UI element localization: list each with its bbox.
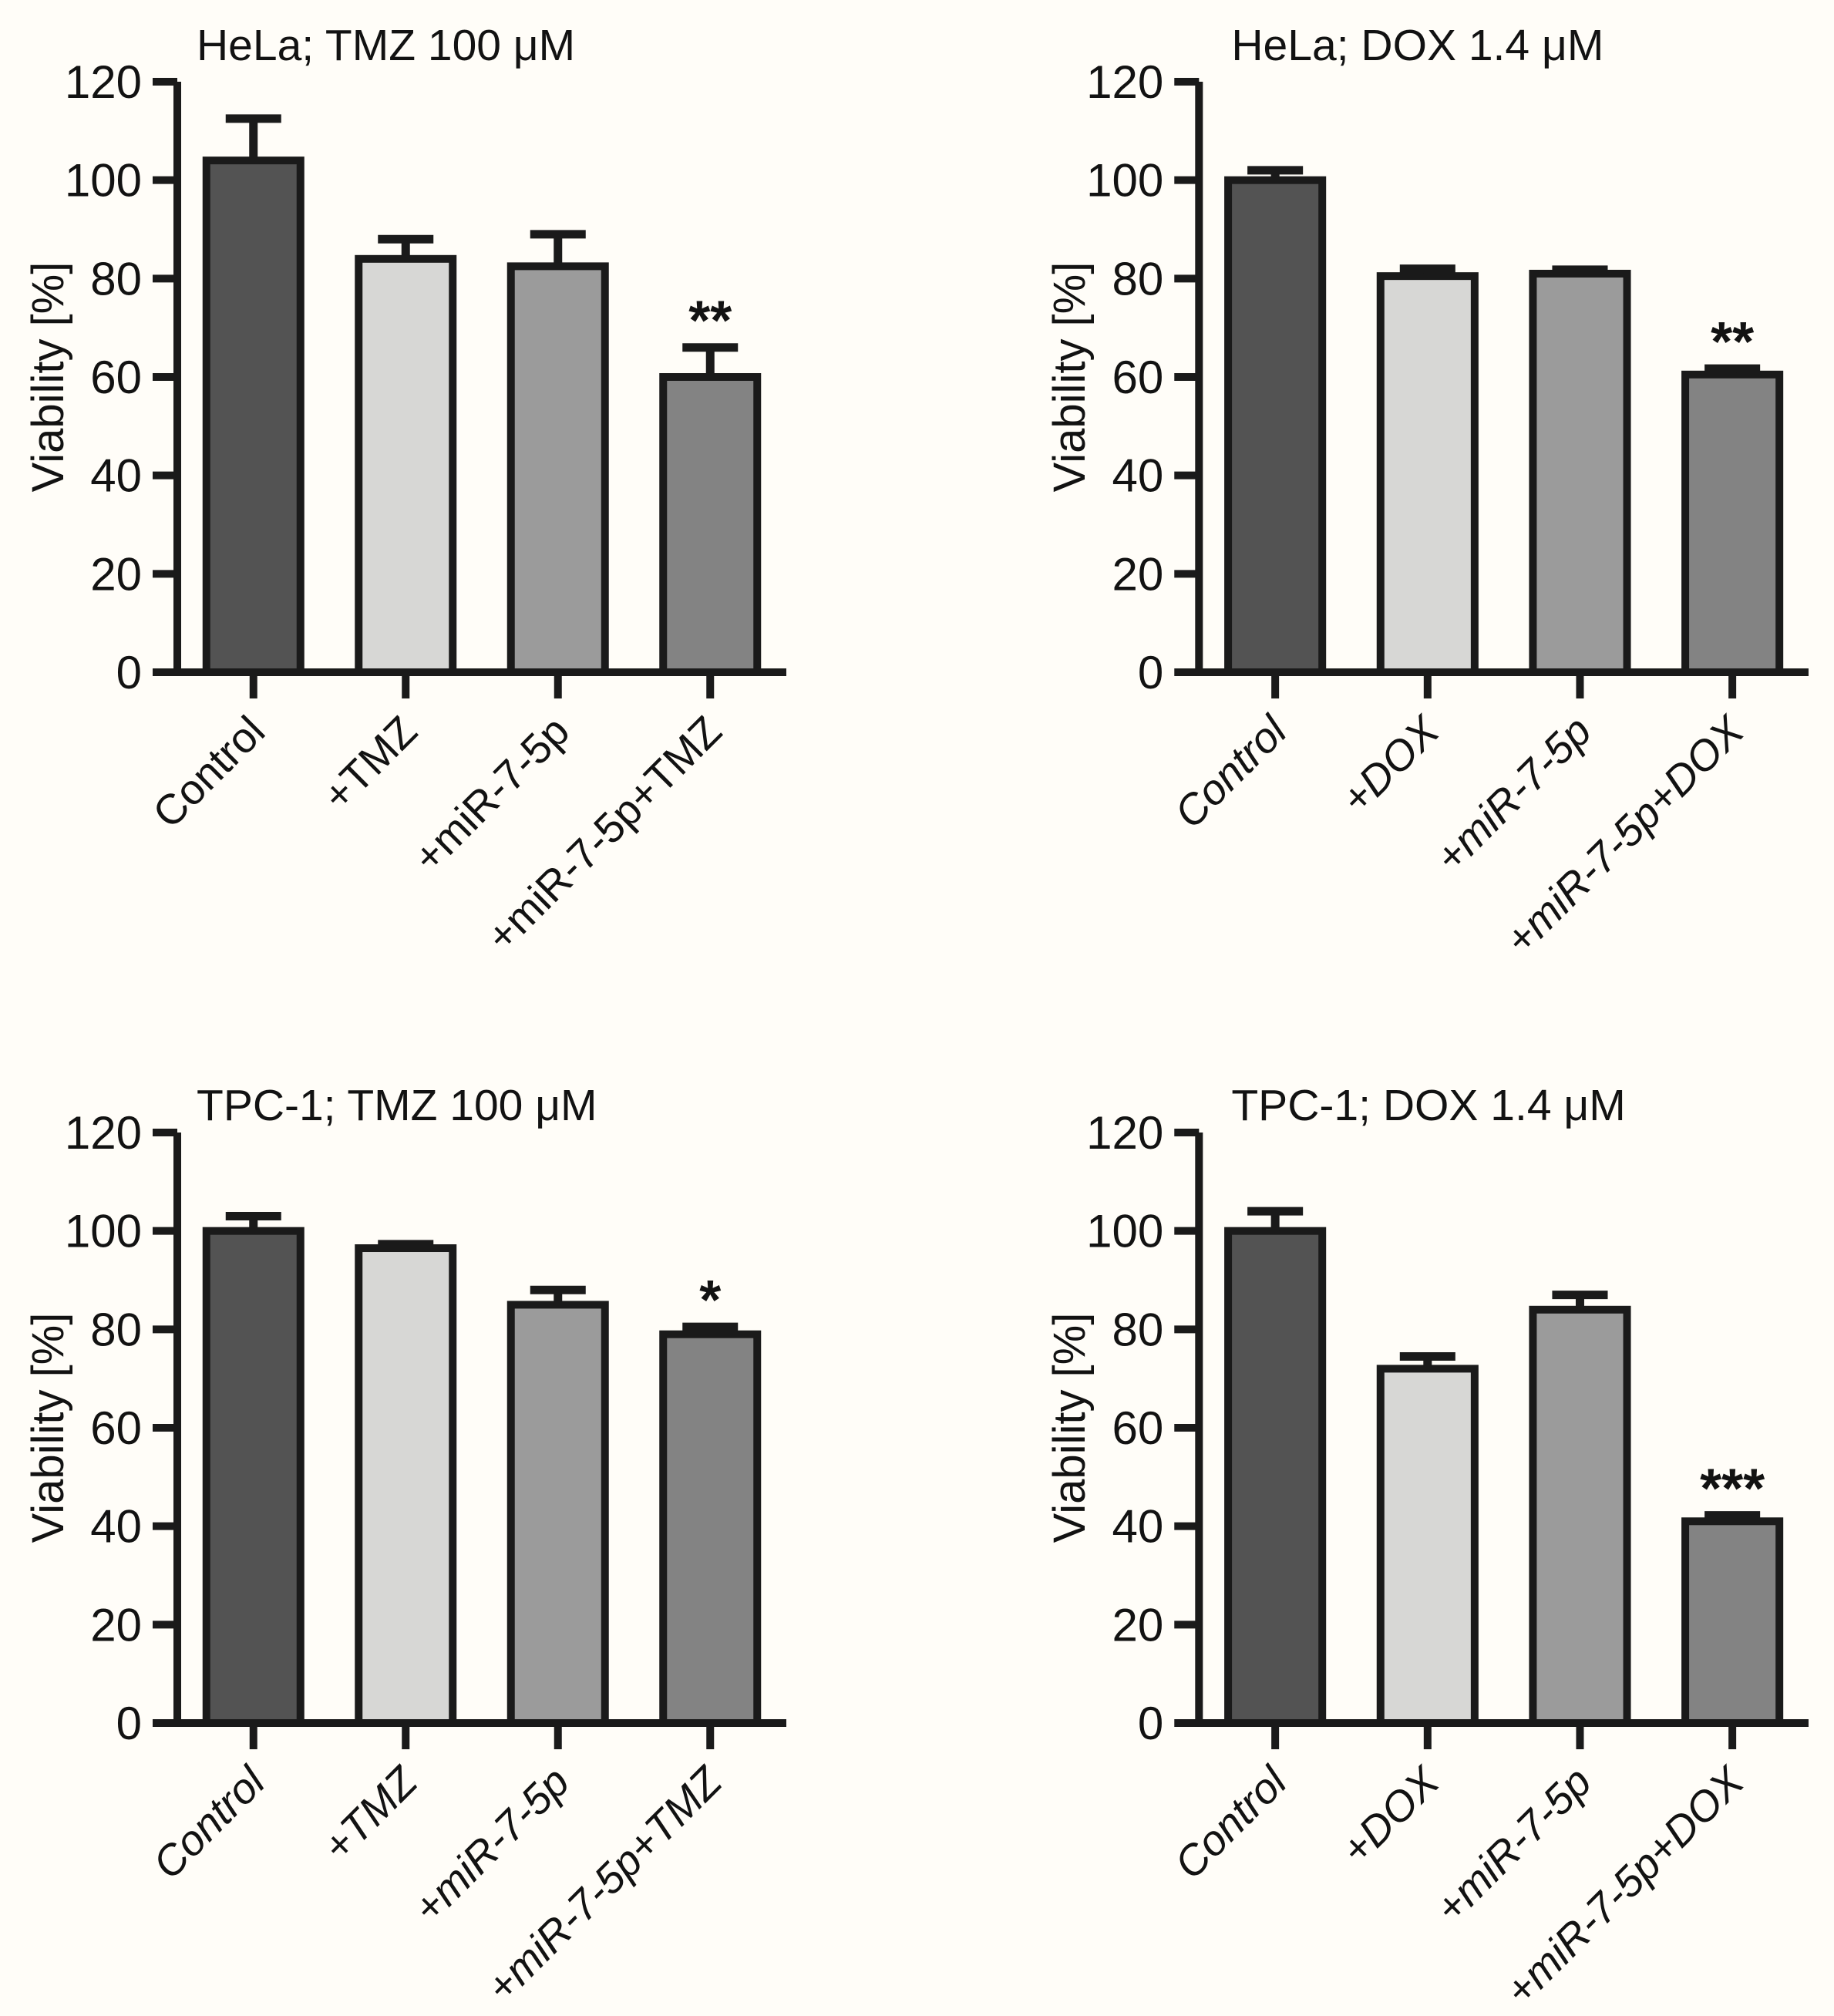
bar-Control xyxy=(202,1227,305,1727)
bar-Control xyxy=(202,157,305,676)
chart-tpc1-tmz: TPC-1; TMZ 100 μM Viability [%] 0 20 40 60 80 1… xyxy=(0,1008,917,2016)
y-axis-label: Viability [%] xyxy=(1045,262,1095,493)
bar-Control xyxy=(1224,1227,1327,1727)
y-tick-label: 100 xyxy=(1086,1206,1163,1257)
chart-title: HeLa; TMZ 100 μM xyxy=(197,21,575,70)
y-tick-label: 20 xyxy=(90,548,142,600)
y-tick-label: 40 xyxy=(1112,1501,1163,1553)
bar-+miR-7-5p xyxy=(1529,269,1631,676)
y-tick-label: 60 xyxy=(90,1402,142,1454)
significance-stars: * xyxy=(699,1270,721,1331)
y-tick-label: 0 xyxy=(1138,1698,1163,1749)
significance-stars: ** xyxy=(1711,311,1754,373)
bar-+miR-7-5p xyxy=(1529,1305,1631,1727)
x-tick-label: Control xyxy=(1165,705,1297,836)
y-axis-label: Viability [%] xyxy=(23,262,73,493)
chart-title: TPC-1; TMZ 100 μM xyxy=(197,1081,597,1130)
chart-title: HeLa; DOX 1.4 μM xyxy=(1231,21,1603,70)
bar-+miR-7-5p xyxy=(506,1301,609,1727)
x-tick-label: +DOX xyxy=(1331,705,1449,823)
y-axis-label: Viability [%] xyxy=(1045,1313,1095,1543)
y-tick-label: 80 xyxy=(1112,1304,1163,1355)
chart-hela-dox: HeLa; DOX 1.4 μM Viability [%] 0 20 40 60 80 10… xyxy=(917,0,1834,1008)
bar-+miR-7-5p xyxy=(506,262,609,676)
significance-stars: *** xyxy=(1700,1459,1765,1520)
y-tick-label: 80 xyxy=(1112,253,1163,305)
bar-+miR-7-5p+DOX xyxy=(1681,1517,1784,1727)
chart-hela-tmz: HeLa; TMZ 100 μM Viability [%] 0 20 40 60 80 10… xyxy=(0,0,917,1008)
y-tick-label: 40 xyxy=(1112,450,1163,502)
y-tick-label: 60 xyxy=(90,352,142,403)
bar-+miR-7-5p+TMZ xyxy=(659,1330,762,1727)
y-tick-label: 60 xyxy=(1112,352,1163,403)
x-tick-label: Control xyxy=(1165,1756,1297,1887)
y-tick-label: 100 xyxy=(1086,155,1163,207)
chart-title: TPC-1; DOX 1.4 μM xyxy=(1231,1081,1625,1130)
x-tick-label: Control xyxy=(143,707,274,837)
y-tick-label: 80 xyxy=(90,253,142,305)
bar-+miR-7-5p+TMZ xyxy=(659,373,762,676)
bar-+DOX xyxy=(1376,272,1479,676)
y-tick-label: 100 xyxy=(65,155,142,207)
y-axis-label: Viability [%] xyxy=(23,1313,73,1543)
x-tick-label: +TMZ xyxy=(313,707,426,820)
x-tick-label: +DOX xyxy=(1331,1756,1449,1873)
x-tick-label: +TMZ xyxy=(313,1756,427,1870)
y-tick-label: 20 xyxy=(1112,1599,1163,1651)
y-tick-label: 40 xyxy=(90,450,142,502)
y-tick-label: 80 xyxy=(90,1304,142,1355)
y-tick-label: 120 xyxy=(65,1107,142,1159)
y-tick-label: 0 xyxy=(116,647,142,698)
bar-+TMZ xyxy=(355,1244,457,1727)
bar-+DOX xyxy=(1376,1365,1479,1727)
bar-Control xyxy=(1224,176,1327,676)
bar-chart-svg-tpc1-tmz: TPC-1; TMZ 100 μM Viability [%] 0 20 40 60 80 1… xyxy=(23,1081,786,2011)
y-tick-label: 20 xyxy=(1112,548,1163,600)
y-tick-label: 0 xyxy=(116,1698,142,1749)
y-tick-label: 40 xyxy=(90,1501,142,1553)
chart-tpc1-dox: TPC-1; DOX 1.4 μM Viability [%] 0 20 40 60 80 1… xyxy=(917,1008,1834,2016)
bar-chart-svg-hela-tmz: HeLa; TMZ 100 μM Viability [%] 0 20 40 60 80 10… xyxy=(23,21,786,961)
y-tick-label: 100 xyxy=(65,1206,142,1257)
y-tick-label: 0 xyxy=(1138,647,1163,698)
x-tick-label: Control xyxy=(143,1756,274,1887)
y-tick-label: 20 xyxy=(90,1599,142,1651)
y-tick-label: 120 xyxy=(1086,56,1163,108)
y-tick-label: 120 xyxy=(65,56,142,108)
bar-+miR-7-5p+DOX xyxy=(1681,370,1784,676)
y-tick-label: 60 xyxy=(1112,1402,1163,1454)
bar-chart-svg-tpc1-dox: TPC-1; DOX 1.4 μM Viability [%] 0 20 40 60 80 1… xyxy=(1045,1081,1809,2014)
bar-+TMZ xyxy=(355,254,457,676)
significance-stars: ** xyxy=(688,291,732,352)
bar-chart-svg-hela-dox: HeLa; DOX 1.4 μM Viability [%] 0 20 40 60 80 10… xyxy=(1045,21,1809,964)
y-tick-label: 120 xyxy=(1086,1107,1163,1159)
